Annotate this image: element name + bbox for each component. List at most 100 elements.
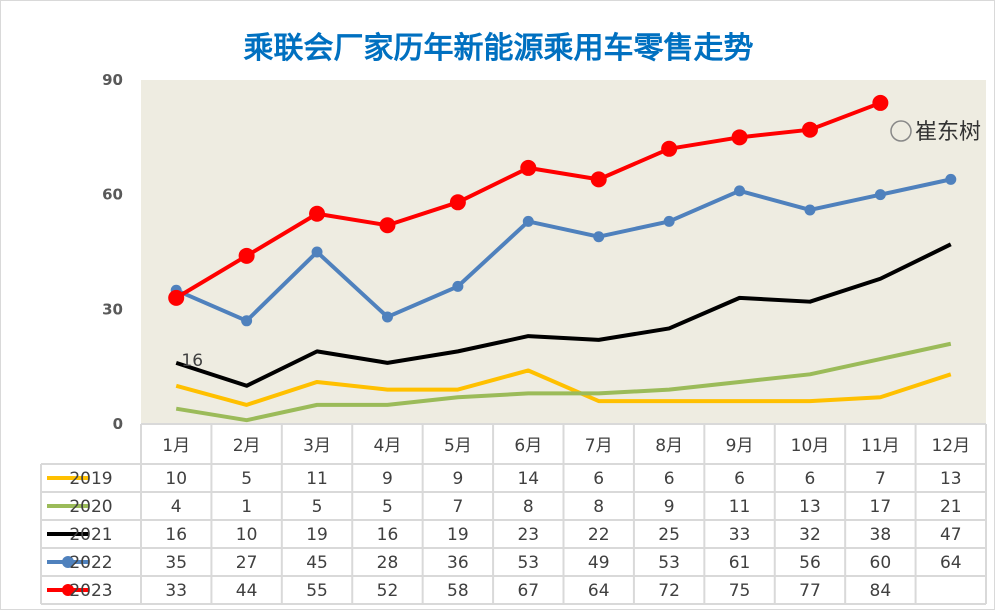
table-cell: 64 <box>940 553 962 573</box>
data-point-2022 <box>452 280 464 292</box>
table-cell: 32 <box>799 525 821 545</box>
y-tick-label: 30 <box>102 300 123 318</box>
table-cell: 16 <box>165 525 187 545</box>
table-cell: 23 <box>517 525 539 545</box>
x-tick-label: 4月 <box>374 436 402 456</box>
series-line-2021 <box>175 242 952 388</box>
data-point-2022 <box>593 231 605 243</box>
table-cell: 21 <box>940 497 962 517</box>
table-cell: 17 <box>870 497 892 517</box>
y-tick-label: 0 <box>113 415 123 433</box>
table-cell: 38 <box>870 525 892 545</box>
x-tick-label: 12月 <box>931 436 970 456</box>
table-cell: 6 <box>734 469 745 489</box>
table-cell: 9 <box>452 469 463 489</box>
legend-label: 2019 <box>69 469 112 489</box>
table-cell: 77 <box>799 581 821 601</box>
plot-area <box>141 80 986 424</box>
x-tick-label: 8月 <box>655 436 683 456</box>
table-cell: 22 <box>588 525 610 545</box>
watermark: 崔东树 <box>915 120 981 145</box>
x-tick-label: 2月 <box>233 436 261 456</box>
data-point-2022 <box>874 189 886 201</box>
table-cell: 36 <box>447 553 469 573</box>
table-cell: 5 <box>241 469 252 489</box>
x-tick-label: 1月 <box>162 436 190 456</box>
table-cell: 1 <box>241 497 252 517</box>
table-cell: 47 <box>940 525 962 545</box>
table-cell: 84 <box>870 581 892 601</box>
legend-label: 2021 <box>69 525 112 545</box>
table-cell: 44 <box>236 581 258 601</box>
table-cell: 5 <box>382 497 393 517</box>
legend-marker-2022 <box>62 556 74 568</box>
legend-label: 2022 <box>69 553 112 573</box>
data-label: 16 <box>181 351 203 371</box>
series-line-2022 <box>175 177 952 323</box>
chart-title: 乘联会厂家历年新能源乘用车零售走势 <box>243 31 754 66</box>
table-cell: 53 <box>517 553 539 573</box>
table-cell: 10 <box>165 469 187 489</box>
table-cell: 33 <box>729 525 751 545</box>
table-cell: 13 <box>799 497 821 517</box>
table-cell: 45 <box>306 553 328 573</box>
table-cell: 8 <box>593 497 604 517</box>
x-tick-label: 11月 <box>861 436 900 456</box>
data-point-2023 <box>379 217 396 234</box>
data-point-2023 <box>520 159 537 176</box>
data-point-2023 <box>590 171 607 188</box>
table-cell: 13 <box>940 469 962 489</box>
x-tick-label: 9月 <box>726 436 754 456</box>
data-point-2022 <box>804 204 816 216</box>
table-cell: 64 <box>588 581 610 601</box>
table-cell: 9 <box>664 497 675 517</box>
data-point-2023 <box>872 94 889 111</box>
table-cell: 35 <box>165 553 187 573</box>
data-point-2023 <box>731 129 748 146</box>
table-cell: 10 <box>236 525 258 545</box>
legend-marker-2023 <box>62 584 74 596</box>
table-cell: 19 <box>306 525 328 545</box>
table-cell: 53 <box>658 553 680 573</box>
table-cell: 9 <box>382 469 393 489</box>
data-point-2022 <box>734 185 746 197</box>
data-point-2022 <box>381 311 393 323</box>
series-line-2019 <box>175 368 952 407</box>
data-point-2022 <box>663 215 675 227</box>
data-point-2023 <box>449 194 466 211</box>
table-cell: 33 <box>165 581 187 601</box>
table-cell: 6 <box>593 469 604 489</box>
wechat-icon <box>890 120 912 142</box>
x-tick-label: 3月 <box>303 436 331 456</box>
data-point-2022 <box>945 173 957 185</box>
x-tick-label: 7月 <box>585 436 613 456</box>
legend-label: 2023 <box>69 581 112 601</box>
series-line-2020 <box>175 341 952 423</box>
legend-label: 2020 <box>69 497 112 517</box>
data-point-2022 <box>241 315 253 327</box>
data-point-2022 <box>522 215 534 227</box>
x-tick-label: 6月 <box>514 436 542 456</box>
data-point-2023 <box>801 121 818 138</box>
table-cell: 5 <box>312 497 323 517</box>
table-cell: 6 <box>805 469 816 489</box>
table-cell: 49 <box>588 553 610 573</box>
table-cell: 56 <box>799 553 821 573</box>
table-cell: 75 <box>729 581 751 601</box>
x-tick-label: 5月 <box>444 436 472 456</box>
table-cell: 14 <box>517 469 539 489</box>
table-cell: 11 <box>306 469 328 489</box>
table-cell: 27 <box>236 553 258 573</box>
table-cell: 25 <box>658 525 680 545</box>
table-cell: 28 <box>377 553 399 573</box>
table-cell: 7 <box>875 469 886 489</box>
table-cell: 60 <box>870 553 892 573</box>
data-point-2023 <box>309 205 326 222</box>
table-cell: 6 <box>664 469 675 489</box>
table-cell: 19 <box>447 525 469 545</box>
table-cell: 55 <box>306 581 328 601</box>
table-cell: 72 <box>658 581 680 601</box>
data-point-2023 <box>168 289 185 306</box>
